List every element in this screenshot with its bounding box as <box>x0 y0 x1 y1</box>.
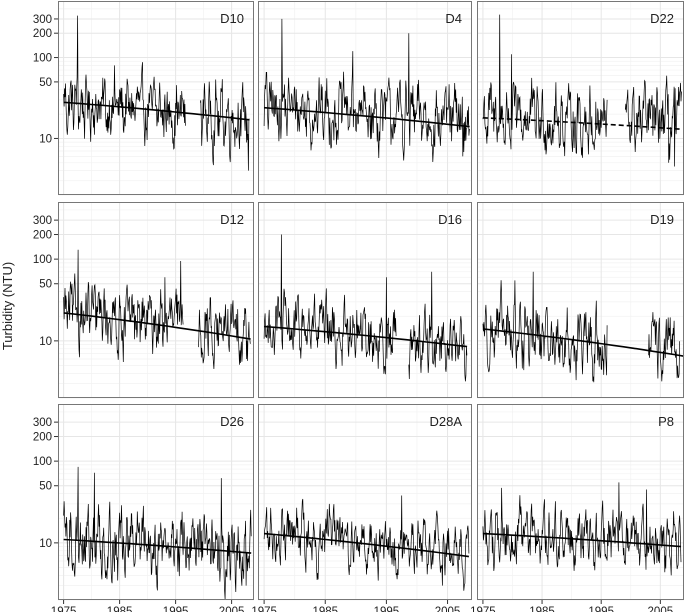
turbidity-series <box>63 15 250 171</box>
grid-lines <box>258 1 472 196</box>
series-line <box>63 249 184 363</box>
turbidity-series <box>263 495 470 591</box>
x-tick-label: 2005 <box>219 606 245 612</box>
turbidity-series <box>63 466 252 600</box>
panel-background <box>258 202 472 398</box>
panel-background <box>477 1 684 195</box>
x-tick-label: 1995 <box>163 606 189 612</box>
series-line <box>263 495 470 591</box>
panel-d4: D4 <box>258 1 472 196</box>
trend-line <box>63 101 250 121</box>
y-tick-label: 50 <box>39 481 52 493</box>
y-tick-label: 10 <box>39 133 52 145</box>
series-line <box>482 482 682 576</box>
trend-line <box>482 117 682 130</box>
series-line <box>482 14 608 158</box>
y-tick-label: 300 <box>33 14 52 26</box>
series-line <box>408 271 468 382</box>
trend-line <box>264 532 470 558</box>
trend-line <box>482 328 685 357</box>
station-label: D10 <box>220 11 244 26</box>
panel-d19: D19 <box>477 202 685 399</box>
station-label: D16 <box>438 212 462 227</box>
station-label: D19 <box>650 212 674 227</box>
y-tick-label: 200 <box>33 432 52 444</box>
y-tick-label: 10 <box>39 538 52 550</box>
panel-frame <box>258 202 472 398</box>
y-tick-label: 100 <box>33 53 52 65</box>
y-tick-label: 100 <box>33 456 52 468</box>
turbidity-series <box>482 14 682 167</box>
panel-frame <box>58 1 254 195</box>
y-tick-label: 200 <box>33 230 52 242</box>
station-label: D4 <box>445 11 462 26</box>
y-tick-label: 100 <box>33 254 52 266</box>
trend-line <box>482 532 682 548</box>
trend-line <box>264 325 468 348</box>
panel-d16: D16 <box>258 202 472 399</box>
series-line <box>198 297 251 370</box>
series-line <box>482 271 608 383</box>
x-tick-label: 1995 <box>374 606 400 612</box>
x-tick-label: 1985 <box>312 606 338 612</box>
turbidity-series <box>263 18 470 163</box>
trend-line <box>63 538 252 554</box>
turbidity-series <box>63 249 251 370</box>
x-tick-label: 2005 <box>648 606 674 612</box>
y-tick-label: 50 <box>39 279 52 291</box>
panel-d28a: D28A 1975 1985 1995 2005 <box>251 404 472 612</box>
panel-frame <box>58 404 254 600</box>
panel-d12: D12 10 50 100 200 300 <box>33 202 254 399</box>
station-label: D26 <box>220 414 244 429</box>
y-axis-label: Turbidity (NTU) <box>0 262 15 350</box>
panel-d26: D26 10 50 100 200 300 1975 1985 1995 2005 <box>33 404 254 612</box>
x-tick-label: 1975 <box>251 606 277 612</box>
y-tick-label: 10 <box>39 336 52 348</box>
panel-d10: D10 10 50 100 200 300 <box>33 1 254 196</box>
turbidity-series <box>482 482 682 576</box>
series-line <box>63 15 186 150</box>
station-label: P8 <box>658 414 674 429</box>
x-tick-label: 1975 <box>470 606 496 612</box>
turbidity-series <box>482 271 680 383</box>
trend-line <box>63 312 251 340</box>
panel-frame <box>258 404 472 600</box>
series-line <box>263 18 470 163</box>
x-tick-label: 2005 <box>435 606 461 612</box>
x-tick-label: 1995 <box>588 606 614 612</box>
panel-background <box>477 202 684 398</box>
panels-group: D10 10 50 100 200 300 D4 D22 D12 10 50 100 200 300 D16… <box>33 1 685 612</box>
series-line <box>624 75 682 167</box>
series-line <box>199 79 250 171</box>
panel-frame <box>477 202 684 398</box>
panel-d22: D22 <box>477 1 684 196</box>
series-line <box>648 312 680 382</box>
panel-frame <box>477 404 684 600</box>
panel-frame <box>258 1 472 195</box>
panel-background <box>477 404 684 600</box>
series-line <box>63 466 252 600</box>
grid-lines <box>258 404 472 601</box>
panel-frame <box>477 1 684 195</box>
trend-line <box>264 106 470 128</box>
x-tick-label: 1985 <box>107 606 133 612</box>
panel-p8: P8 1975 1985 1995 2005 <box>470 404 684 612</box>
panel-frame <box>58 202 254 398</box>
y-tick-label: 200 <box>33 28 52 40</box>
panel-background <box>258 404 472 600</box>
station-label: D12 <box>220 212 244 227</box>
x-tick-label: 1975 <box>51 606 77 612</box>
y-tick-label: 300 <box>33 417 52 429</box>
x-tick-label: 1985 <box>529 606 555 612</box>
y-tick-label: 300 <box>33 215 52 227</box>
panel-background <box>58 202 254 398</box>
station-label: D22 <box>650 11 674 26</box>
station-label: D28A <box>429 414 462 429</box>
y-tick-label: 50 <box>39 77 52 89</box>
